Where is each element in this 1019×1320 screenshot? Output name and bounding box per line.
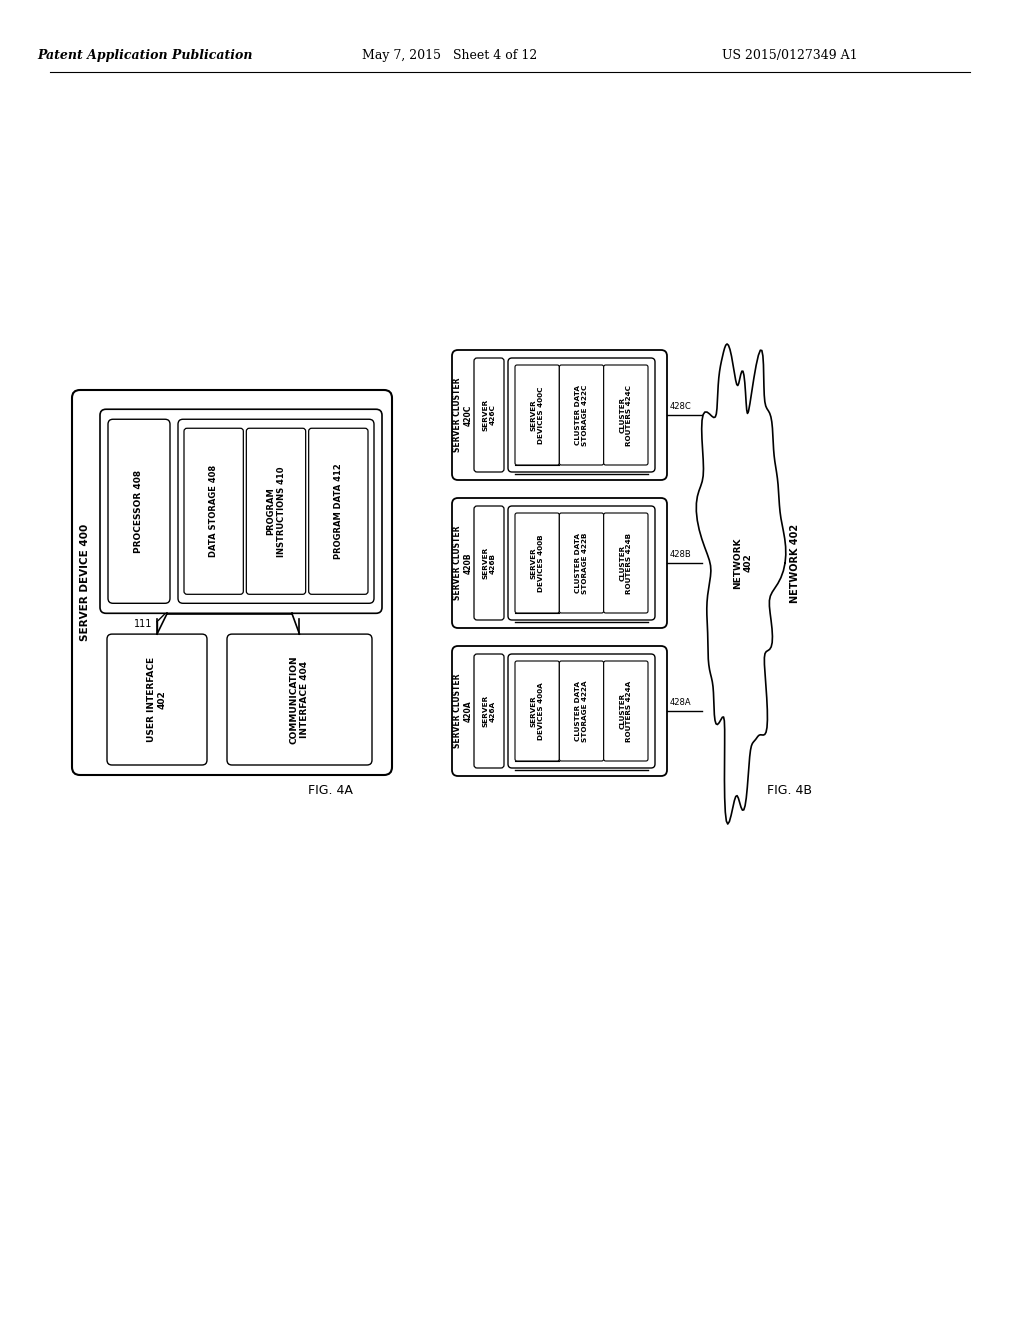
Text: 428C: 428C [669,403,691,411]
FancyBboxPatch shape [603,366,647,465]
FancyBboxPatch shape [183,428,244,594]
FancyBboxPatch shape [474,506,503,620]
FancyBboxPatch shape [515,513,558,612]
FancyBboxPatch shape [558,513,603,612]
Text: PROGRAM DATA 412: PROGRAM DATA 412 [333,463,342,560]
FancyBboxPatch shape [227,634,372,766]
Text: 428A: 428A [669,698,691,708]
Text: NETWORK 402: NETWORK 402 [790,524,800,602]
Text: 428B: 428B [669,550,691,558]
Text: CLUSTER
ROUTERS 424B: CLUSTER ROUTERS 424B [619,532,632,594]
FancyBboxPatch shape [474,653,503,768]
FancyBboxPatch shape [107,634,207,766]
FancyBboxPatch shape [507,506,654,620]
FancyBboxPatch shape [451,645,666,776]
Text: US 2015/0127349 A1: US 2015/0127349 A1 [721,49,857,62]
FancyBboxPatch shape [603,513,647,612]
Text: SERVER
426B: SERVER 426B [482,546,495,579]
Text: Patent Application Publication: Patent Application Publication [38,49,253,62]
Text: COMMUNICATION
INTERFACE 404: COMMUNICATION INTERFACE 404 [289,655,309,744]
FancyBboxPatch shape [247,428,306,594]
Text: SERVER
DEVICES 400A: SERVER DEVICES 400A [530,682,543,741]
Text: CLUSTER DATA
STORAGE 422C: CLUSTER DATA STORAGE 422C [575,384,587,446]
Text: CLUSTER
ROUTERS 424C: CLUSTER ROUTERS 424C [619,384,632,446]
FancyBboxPatch shape [178,420,374,603]
FancyBboxPatch shape [507,358,654,473]
Text: 111: 111 [133,619,152,628]
Text: PROGRAM
INSTRUCTIONS 410: PROGRAM INSTRUCTIONS 410 [266,466,285,557]
Text: FIG. 4B: FIG. 4B [766,784,812,796]
Text: SERVER
DEVICES 400B: SERVER DEVICES 400B [530,535,543,591]
FancyBboxPatch shape [515,661,558,762]
FancyBboxPatch shape [309,428,368,594]
FancyBboxPatch shape [515,366,558,465]
Text: USER INTERFACE
402: USER INTERFACE 402 [147,657,166,742]
Text: SERVER
426C: SERVER 426C [482,399,495,432]
Text: SERVER CLUSTER
420B: SERVER CLUSTER 420B [452,525,472,601]
Text: SERVER CLUSTER
420A: SERVER CLUSTER 420A [452,673,472,748]
Text: SERVER DEVICE 400: SERVER DEVICE 400 [79,524,90,642]
Polygon shape [696,345,785,824]
Text: SERVER
426A: SERVER 426A [482,694,495,727]
FancyBboxPatch shape [603,661,647,762]
Text: FIG. 4A: FIG. 4A [308,784,353,796]
Text: SERVER CLUSTER
420C: SERVER CLUSTER 420C [452,378,472,453]
FancyBboxPatch shape [451,498,666,628]
Text: CLUSTER DATA
STORAGE 422A: CLUSTER DATA STORAGE 422A [575,680,587,742]
Text: DATA STORAGE 408: DATA STORAGE 408 [209,465,218,557]
Text: CLUSTER DATA
STORAGE 422B: CLUSTER DATA STORAGE 422B [575,532,587,594]
FancyBboxPatch shape [507,653,654,768]
Text: SERVER
DEVICES 400C: SERVER DEVICES 400C [530,387,543,444]
FancyBboxPatch shape [100,409,382,614]
Text: May 7, 2015   Sheet 4 of 12: May 7, 2015 Sheet 4 of 12 [362,49,537,62]
Text: NETWORK
402: NETWORK 402 [733,537,752,589]
FancyBboxPatch shape [72,389,391,775]
FancyBboxPatch shape [558,661,603,762]
FancyBboxPatch shape [558,366,603,465]
FancyBboxPatch shape [474,358,503,473]
Text: CLUSTER
ROUTERS 424A: CLUSTER ROUTERS 424A [619,680,632,742]
FancyBboxPatch shape [451,350,666,480]
FancyBboxPatch shape [108,420,170,603]
Text: PROCESSOR 408: PROCESSOR 408 [135,470,144,553]
